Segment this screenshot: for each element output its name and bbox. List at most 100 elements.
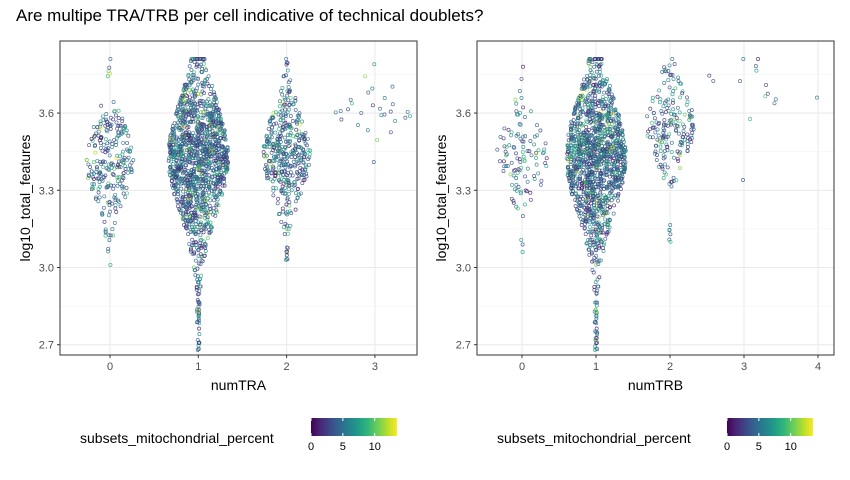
data-point [293,157,298,162]
data-point [588,84,593,89]
data-point [603,165,607,170]
data-point [653,149,658,154]
data-point [510,182,514,187]
data-point [213,95,218,100]
data-point [277,148,282,153]
data-point [567,159,572,164]
data-point [688,137,692,142]
data-point [681,129,686,133]
data-point [610,111,615,116]
data-point [183,182,188,187]
data-point [593,185,598,190]
data-point [198,207,203,212]
data-point [207,231,212,236]
data-point [518,110,522,115]
data-point [103,233,108,238]
data-point [586,102,591,107]
data-point [204,172,209,177]
data-point [108,57,113,61]
data-point [595,214,600,219]
data-point [599,57,604,61]
data-point [187,83,192,88]
data-point [690,130,695,135]
data-point [287,89,292,94]
data-point [685,95,689,100]
data-point [295,171,300,176]
data-point [651,111,656,115]
data-point [196,280,200,285]
data-point [616,198,620,203]
data-point [198,115,203,120]
data-point [579,132,584,137]
data-point [185,218,190,222]
data-point [601,78,605,82]
data-point [194,126,199,131]
data-point [208,180,213,185]
data-point [589,119,594,124]
data-point [278,133,283,138]
data-point [204,210,209,215]
data-point [519,237,524,242]
data-point [617,141,622,146]
data-point [106,181,111,186]
data-point [588,185,592,190]
data-point [535,133,540,138]
data-point [591,130,596,135]
data-point [196,308,201,313]
data-point [280,144,285,149]
data-point [602,135,607,139]
data-point [592,82,597,87]
data-point [277,212,281,217]
data-point [274,186,279,191]
data-point [598,148,603,153]
data-point [284,245,289,250]
data-point [194,149,199,154]
data-point [174,196,179,201]
data-point [595,182,600,186]
data-point [123,195,128,200]
data-point [273,149,278,154]
panel-border [476,40,835,356]
data-point [607,205,612,210]
data-point [187,160,192,165]
data-point [201,155,206,160]
data-point [179,116,183,121]
data-point [596,142,601,147]
data-point [271,154,276,159]
data-point [598,114,603,119]
data-point [612,171,617,175]
data-point [281,125,286,130]
data-point [208,141,213,146]
data-point [293,146,298,151]
data-point [601,210,606,215]
data-point [202,168,207,173]
data-point [191,119,196,124]
data-point [98,141,103,146]
data-point [208,103,212,108]
data-point [124,128,129,133]
data-point [687,117,692,122]
data-point [594,303,599,308]
data-point [196,253,201,258]
data-point [577,102,582,106]
data-point [182,106,187,111]
data-point [583,210,588,215]
data-point [287,107,291,112]
data-point [600,159,605,163]
data-point [517,157,522,162]
data-point [201,162,206,167]
data-point [523,174,528,179]
data-point [662,81,667,85]
data-point [107,122,112,127]
data-point [605,142,610,147]
data-point [388,109,393,114]
data-point [673,112,678,117]
data-point [177,207,182,211]
data-point [104,119,109,124]
data-point [753,64,758,69]
data-point [296,118,301,123]
data-point [658,97,663,102]
data-point [213,158,218,163]
y-tick-label: 3.6 [456,108,471,120]
